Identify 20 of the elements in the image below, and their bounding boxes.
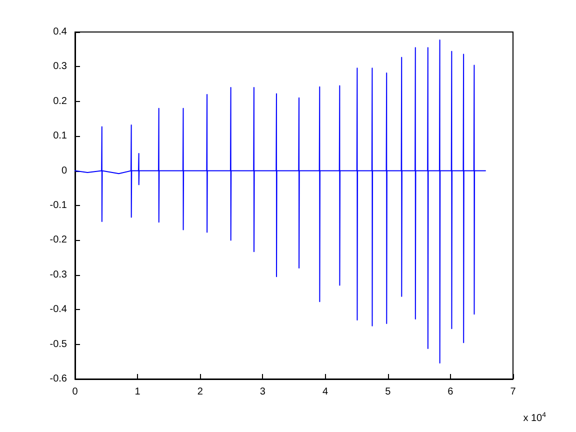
- x-tick-label: 2: [197, 386, 204, 398]
- y-tick-label: -0.5: [50, 338, 68, 350]
- x-tick-label: 5: [385, 386, 392, 398]
- x-tick-label: 0: [72, 386, 78, 398]
- y-tick-label: -0.6: [50, 374, 68, 384]
- y-tick-label: -0.3: [50, 269, 68, 280]
- x-tick-label: 3: [260, 386, 266, 398]
- y-tick-label: -0.4: [50, 304, 68, 316]
- y-tick-label: 0: [61, 165, 68, 176]
- y-tick-label: -0.2: [50, 234, 68, 246]
- x-tick-label: 7: [510, 386, 516, 398]
- x-tick-label: 4: [322, 386, 329, 398]
- line-series: [74, 39, 486, 364]
- y-tick-label: -0.1: [50, 200, 68, 211]
- x-tick-label: 6: [448, 386, 454, 398]
- y-tick-label: 0.3: [53, 61, 68, 72]
- x-tick-label: 1: [134, 386, 141, 398]
- y-tick-label: 0.1: [53, 130, 68, 142]
- y-tick-label: 0.4: [53, 26, 68, 38]
- y-tick-label: 0.2: [53, 96, 68, 107]
